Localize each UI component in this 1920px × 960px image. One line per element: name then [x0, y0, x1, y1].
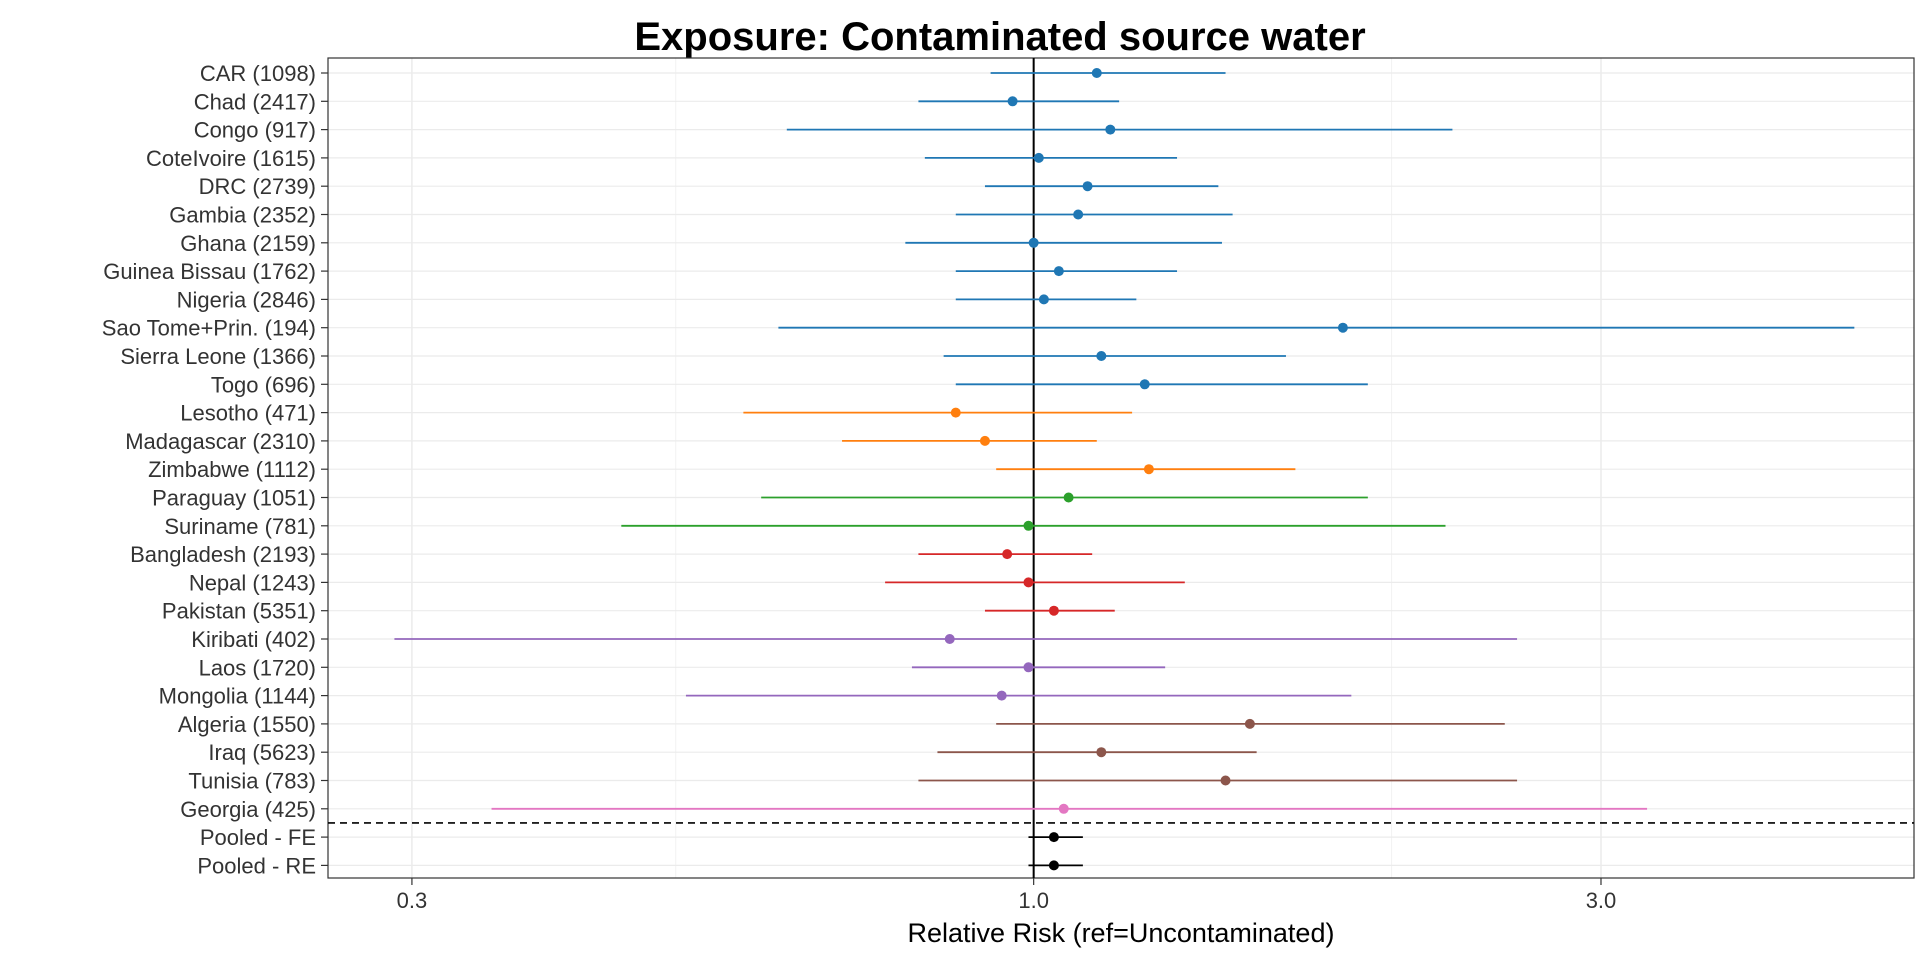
row-laos-1720 — [911, 662, 1166, 673]
row-chad-2417 — [918, 96, 1120, 107]
y-tick-label: Gambia (2352) — [169, 203, 316, 228]
y-tick-label: Pakistan (5351) — [162, 599, 316, 624]
point-estimate — [944, 634, 955, 644]
point-estimate — [1139, 379, 1150, 390]
point-estimate — [1002, 549, 1013, 560]
row-congo-917 — [786, 124, 1453, 135]
row-sao-tome-prin-194 — [778, 322, 1855, 333]
point-estimate — [1096, 747, 1107, 758]
y-tick-label: Paraguay (1051) — [152, 486, 316, 511]
row-bangladesh-2193 — [918, 549, 1093, 560]
y-tick-label: Madagascar (2310) — [125, 429, 316, 454]
row-drc-2739 — [984, 181, 1219, 192]
point-estimate — [1058, 803, 1069, 814]
y-tick-label: Mongolia (1144) — [159, 684, 316, 709]
point-estimate — [1048, 605, 1059, 616]
x-tick-label: 1.0 — [1018, 888, 1049, 913]
point-estimate — [1082, 181, 1093, 192]
y-tick-label: Suriname (781) — [164, 514, 316, 539]
point-estimate — [1337, 322, 1348, 333]
y-tick-label: Tunisia (783) — [188, 769, 316, 794]
y-tick-label: Bangladesh (2193) — [130, 542, 316, 567]
row-pooled-fe — [1028, 832, 1083, 843]
point-estimate — [1023, 577, 1034, 588]
x-tick-label: 3.0 — [1586, 888, 1617, 913]
y-tick-label: Guinea Bissau (1762) — [103, 259, 316, 284]
row-pakistan-5351 — [984, 605, 1115, 616]
row-kiribati-402 — [394, 634, 1518, 644]
point-estimate — [1048, 860, 1059, 871]
y-tick-label: Algeria (1550) — [178, 712, 316, 737]
chart-title: Exposure: Contaminated source water — [634, 15, 1365, 59]
y-tick-label: Pooled - FE — [200, 825, 316, 850]
point-estimate — [950, 407, 961, 418]
y-tick-label: Nepal (1243) — [189, 570, 316, 595]
x-axis: 0.3 1.0 3.0 — [397, 878, 1617, 913]
row-car-1098 — [990, 68, 1226, 78]
point-estimate — [996, 690, 1007, 701]
y-tick-label: Pooled - RE — [197, 853, 316, 878]
grid — [328, 58, 1914, 878]
point-estimate — [1096, 351, 1107, 361]
point-estimate — [1143, 464, 1154, 475]
y-tick-label: DRC (2739) — [199, 174, 316, 199]
y-tick-label: Sao Tome+Prin. (194) — [102, 316, 316, 341]
row-iraq-5623 — [937, 747, 1257, 758]
point-estimate — [1023, 520, 1034, 531]
row-togo-696 — [955, 379, 1368, 390]
point-estimate — [1220, 775, 1231, 786]
y-tick-label: Congo (917) — [194, 118, 316, 143]
y-tick-label: Chad (2417) — [194, 89, 316, 114]
x-tick-label: 0.3 — [397, 888, 428, 913]
row-pooled-re — [1028, 860, 1083, 871]
row-nigeria-2846 — [955, 294, 1137, 305]
y-tick-label: Nigeria (2846) — [177, 287, 316, 312]
point-estimate — [1033, 152, 1044, 163]
plot-panel — [327, 57, 1915, 879]
reference-line — [328, 58, 1914, 878]
point-estimate — [1007, 96, 1018, 107]
y-tick-label: Georgia (425) — [180, 797, 316, 822]
row-madagascar-2310 — [842, 435, 1097, 446]
point-estimate — [1105, 124, 1116, 135]
point-estimate — [1038, 294, 1049, 305]
point-estimate — [1063, 492, 1074, 503]
row-georgia-425 — [491, 803, 1648, 814]
row-tunisia-783 — [918, 775, 1518, 786]
y-tick-label: Togo (696) — [211, 372, 316, 397]
row-gambia-2352 — [955, 209, 1233, 220]
y-tick-label: CoteIvoire (1615) — [146, 146, 316, 171]
y-tick-label: Zimbabwe (1112) — [148, 457, 316, 482]
y-tick-label: Laos (1720) — [199, 655, 316, 680]
row-sierra-leone-1366 — [943, 351, 1286, 361]
point-estimate — [1073, 209, 1084, 220]
y-axis: CAR (1098) Chad (2417) Congo (917) CoteIvoi… — [102, 61, 328, 878]
y-tick-label: Sierra Leone (1366) — [120, 344, 316, 369]
row-ghana-2159 — [905, 237, 1222, 248]
point-estimate — [1053, 266, 1064, 277]
row-paraguay-1051 — [761, 492, 1368, 503]
y-tick-label: CAR (1098) — [200, 61, 316, 86]
point-estimate — [1023, 662, 1034, 673]
row-lesotho-471 — [743, 407, 1133, 418]
point-estimate — [979, 435, 990, 446]
x-axis-title: Relative Risk (ref=Uncontaminated) — [908, 918, 1335, 948]
rows — [394, 68, 1855, 871]
row-zimbabwe-1112 — [996, 464, 1296, 475]
row-nepal-1243 — [885, 577, 1185, 588]
point-estimate — [1091, 68, 1102, 78]
point-estimate — [1028, 237, 1039, 248]
row-guinea-bissau-1762 — [955, 266, 1178, 277]
y-tick-label: Kiribati (402) — [191, 627, 316, 652]
row-algeria-1550 — [996, 718, 1505, 729]
y-tick-label: Ghana (2159) — [180, 231, 316, 256]
point-estimate — [1048, 832, 1059, 843]
y-tick-label: Iraq (5623) — [208, 740, 316, 765]
row-suriname-781 — [621, 520, 1446, 531]
y-tick-label: Lesotho (471) — [180, 401, 316, 426]
point-estimate — [1244, 718, 1255, 729]
row-coteivoire-1615 — [924, 152, 1178, 163]
row-mongolia-1144 — [685, 690, 1352, 701]
